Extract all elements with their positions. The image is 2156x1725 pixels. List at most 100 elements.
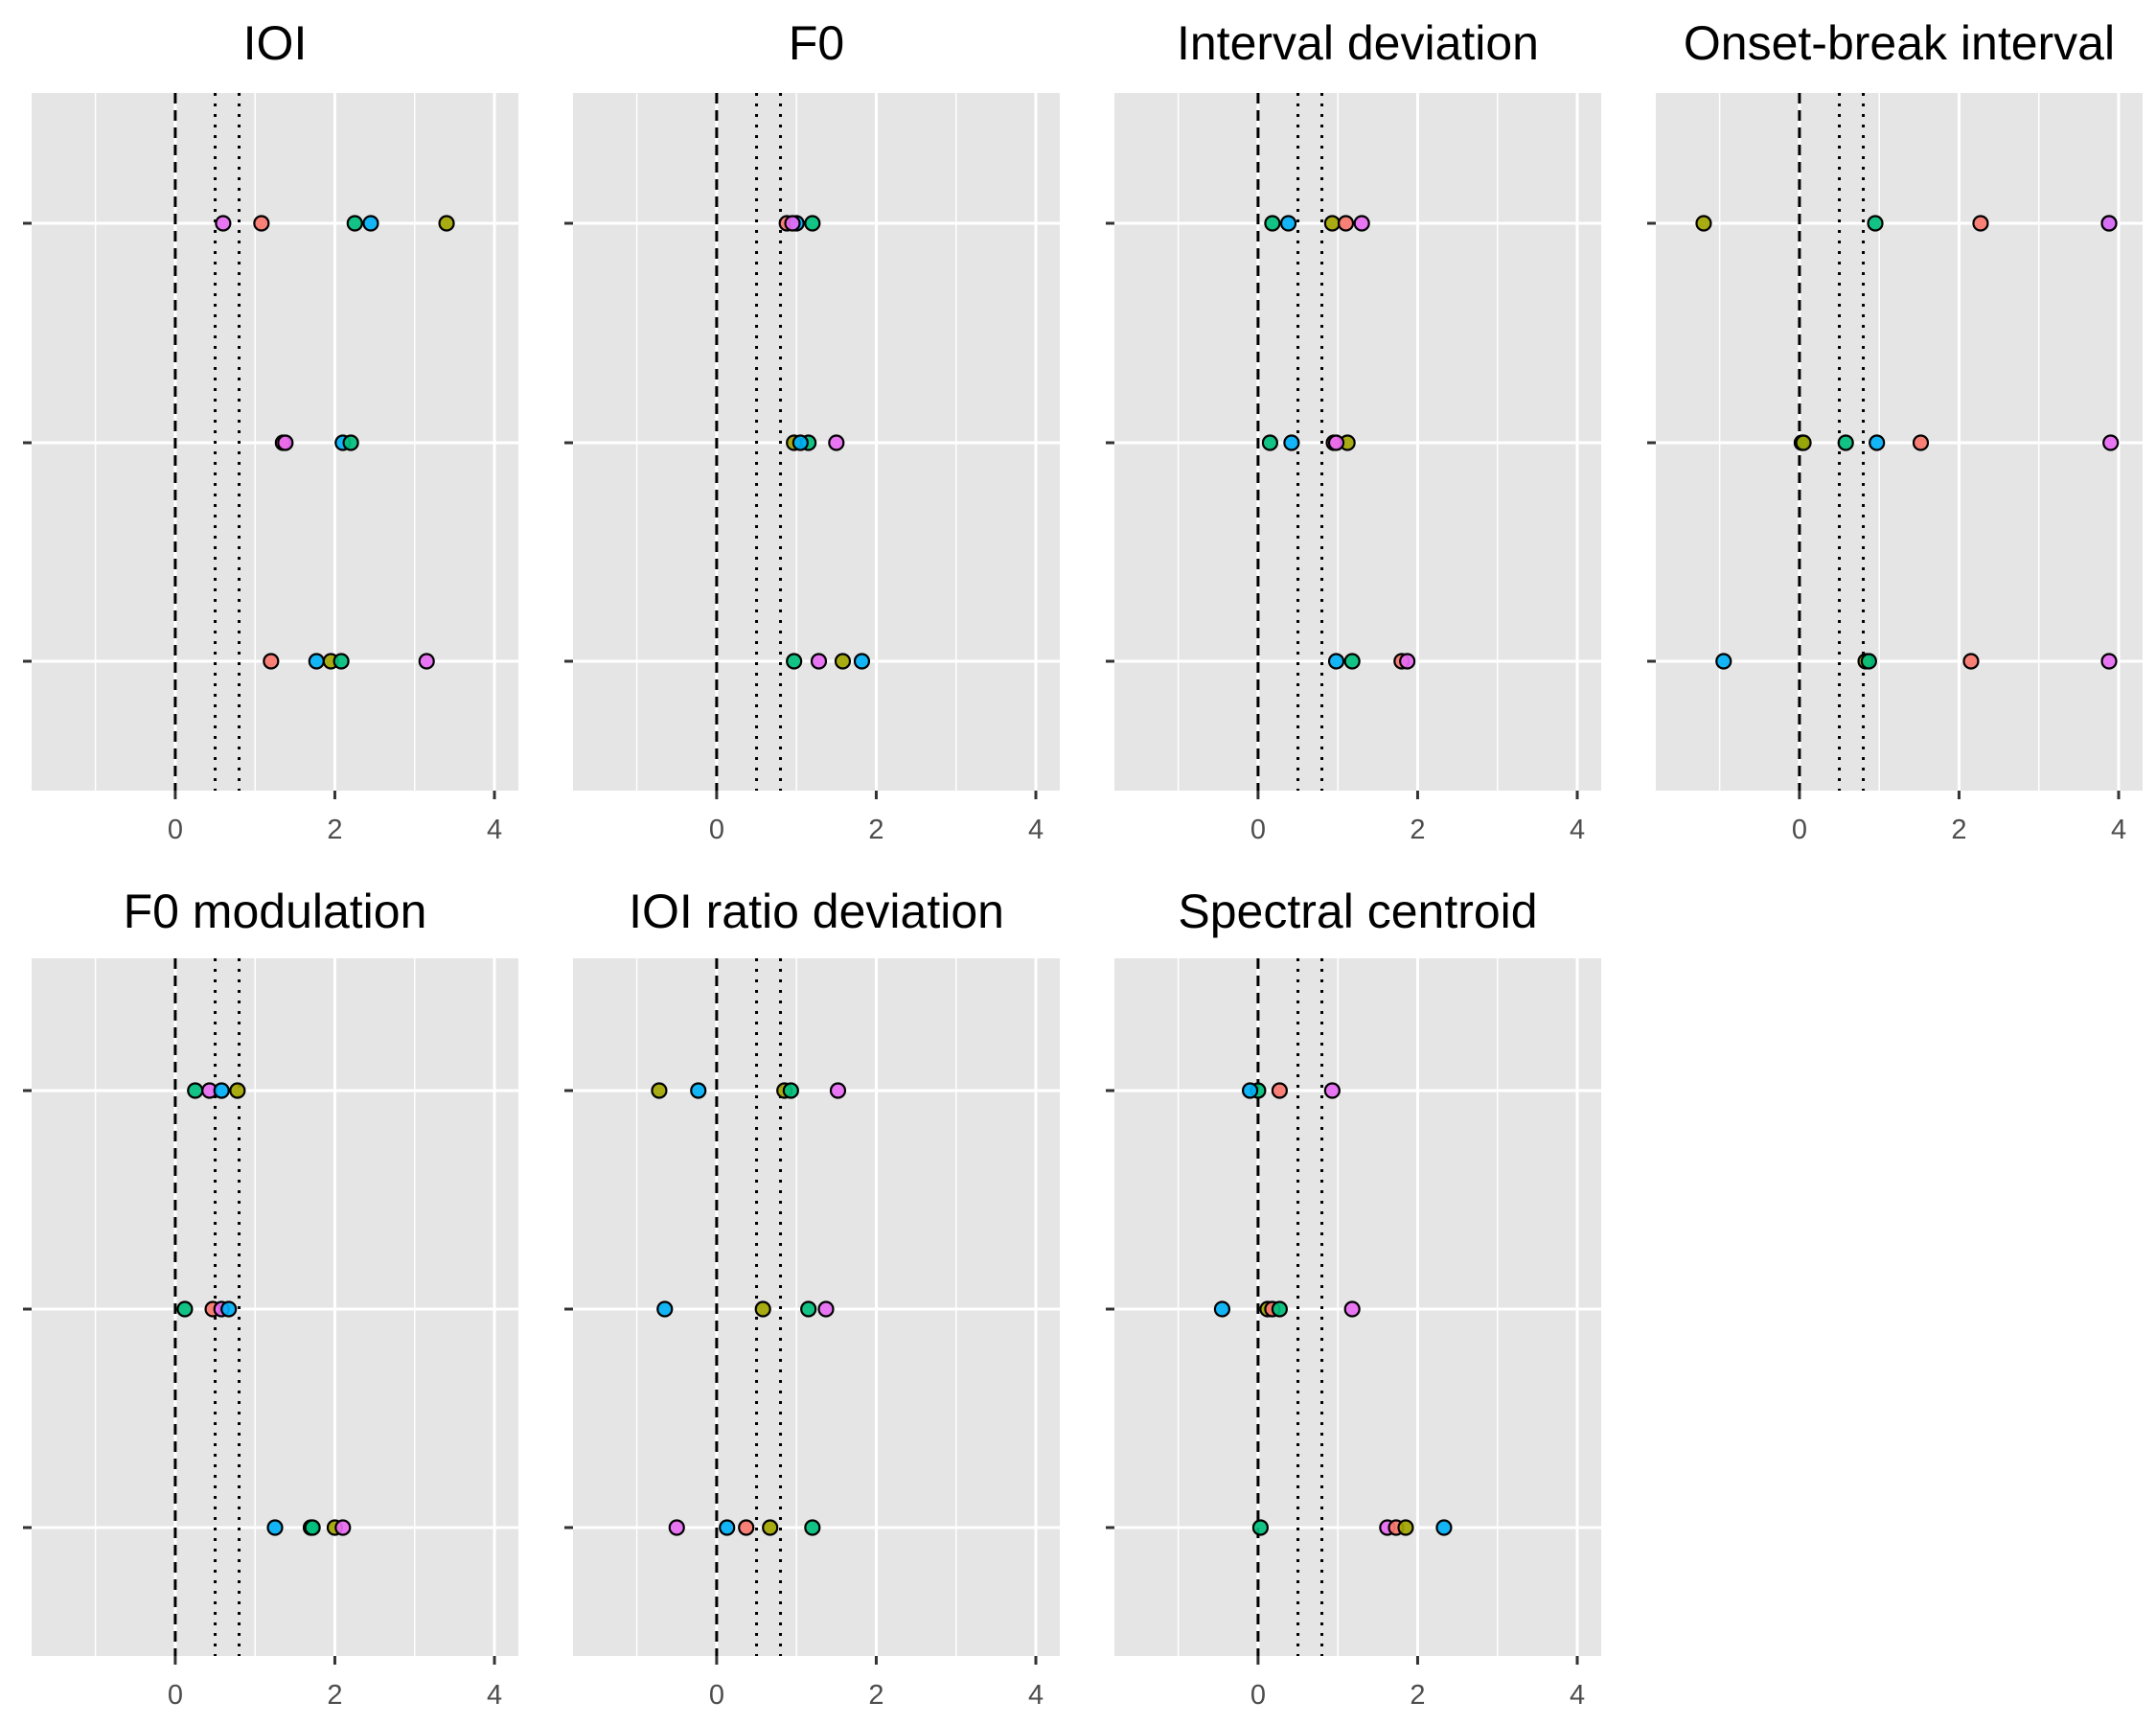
- data-point: [1283, 434, 1300, 451]
- data-point: [1912, 434, 1930, 451]
- x-tick-label: 4: [2111, 815, 2126, 845]
- x-tick-label: 0: [709, 1680, 724, 1711]
- data-point: [1337, 215, 1355, 232]
- panel-title: IOI ratio deviation: [629, 885, 1004, 938]
- data-point: [253, 215, 270, 232]
- panel-4: 0 2 4 Onset-break interval: [1647, 16, 2143, 845]
- data-point: [1972, 215, 1989, 232]
- data-point: [1327, 434, 1345, 451]
- data-point: [187, 1082, 204, 1099]
- panel-2: 0 2 4 F0: [564, 16, 1060, 845]
- data-point: [1323, 215, 1341, 232]
- data-point: [1695, 215, 1712, 232]
- data-point: [690, 1082, 707, 1099]
- x-tick-label: 4: [1570, 1680, 1585, 1711]
- data-point: [651, 1082, 668, 1099]
- data-point: [656, 1300, 674, 1318]
- panel-title: Interval deviation: [1177, 16, 1539, 70]
- panel-title: F0 modulation: [124, 885, 427, 938]
- data-point: [342, 434, 359, 451]
- x-tick-label: 4: [487, 815, 502, 845]
- data-point: [2100, 215, 2118, 232]
- panel-5: 0 2 4 F0 modulation: [23, 885, 518, 1711]
- data-point: [176, 1300, 194, 1318]
- x-tick-label: 0: [1792, 815, 1807, 845]
- data-point: [853, 653, 871, 670]
- data-point: [791, 434, 809, 451]
- data-point: [1962, 653, 1980, 670]
- x-tick-label: 0: [168, 1680, 183, 1711]
- data-point: [1264, 215, 1281, 232]
- data-point: [1343, 653, 1361, 670]
- panel-background: [32, 958, 518, 1656]
- data-point: [346, 215, 363, 232]
- data-point: [1715, 653, 1732, 670]
- data-point: [1271, 1082, 1288, 1099]
- data-point: [786, 653, 803, 670]
- data-point: [1435, 1519, 1453, 1536]
- x-tick-label: 0: [1250, 1680, 1266, 1711]
- data-point: [800, 1300, 817, 1318]
- data-point: [2100, 653, 2118, 670]
- data-point: [213, 1082, 230, 1099]
- data-point: [277, 434, 294, 451]
- data-point: [1279, 215, 1297, 232]
- data-point: [362, 215, 379, 232]
- x-tick-label: 2: [1410, 815, 1425, 845]
- data-point: [304, 1519, 321, 1536]
- data-point: [2102, 434, 2120, 451]
- panel-3: 0 2 4 Interval deviation: [1106, 16, 1601, 845]
- data-point: [1213, 1300, 1231, 1318]
- data-point: [1343, 1300, 1361, 1318]
- data-point: [1241, 1082, 1259, 1099]
- data-point: [829, 1082, 847, 1099]
- panel-7: 0 2 4 Spectral centroid: [1106, 885, 1601, 1711]
- x-tick-label: 4: [1028, 815, 1044, 845]
- data-point: [1399, 653, 1416, 670]
- data-point: [1271, 1300, 1288, 1318]
- data-point: [834, 653, 852, 670]
- x-tick-label: 0: [1250, 815, 1266, 845]
- data-point: [1261, 434, 1278, 451]
- x-tick-label: 2: [327, 1680, 342, 1711]
- data-point: [438, 215, 455, 232]
- x-tick-label: 4: [487, 1680, 502, 1711]
- data-point: [263, 653, 280, 670]
- x-tick-label: 4: [1570, 815, 1585, 845]
- data-point: [668, 1519, 685, 1536]
- data-point: [784, 215, 801, 232]
- data-point: [804, 215, 821, 232]
- x-tick-label: 2: [1951, 815, 1966, 845]
- data-point: [754, 1300, 771, 1318]
- x-tick-label: 2: [868, 1680, 883, 1711]
- data-point: [215, 215, 232, 232]
- data-point: [308, 653, 325, 670]
- data-point: [1327, 653, 1345, 670]
- data-point: [1397, 1519, 1414, 1536]
- panel-title: Spectral centroid: [1178, 885, 1537, 938]
- data-point: [1869, 434, 1886, 451]
- data-point: [229, 1082, 246, 1099]
- data-point: [220, 1300, 238, 1318]
- data-point: [1323, 1082, 1341, 1099]
- data-point: [266, 1519, 284, 1536]
- data-point: [1251, 1519, 1270, 1536]
- x-tick-label: 2: [327, 815, 342, 845]
- x-tick-label: 2: [868, 815, 883, 845]
- data-point: [1837, 434, 1854, 451]
- data-point: [334, 1519, 352, 1536]
- data-point: [804, 1519, 821, 1536]
- data-point: [762, 1519, 779, 1536]
- data-point: [1867, 215, 1884, 232]
- panel-title: IOI: [243, 16, 308, 70]
- x-tick-label: 0: [168, 815, 183, 845]
- data-point: [1795, 434, 1812, 451]
- panel-6: 0 2 4 IOI ratio deviation: [564, 885, 1060, 1711]
- data-point: [738, 1519, 755, 1536]
- panel-1: 0 2 4 IOI: [23, 16, 518, 845]
- data-point: [810, 653, 828, 670]
- data-point: [817, 1300, 835, 1318]
- data-point: [782, 1082, 799, 1099]
- data-point: [333, 653, 350, 670]
